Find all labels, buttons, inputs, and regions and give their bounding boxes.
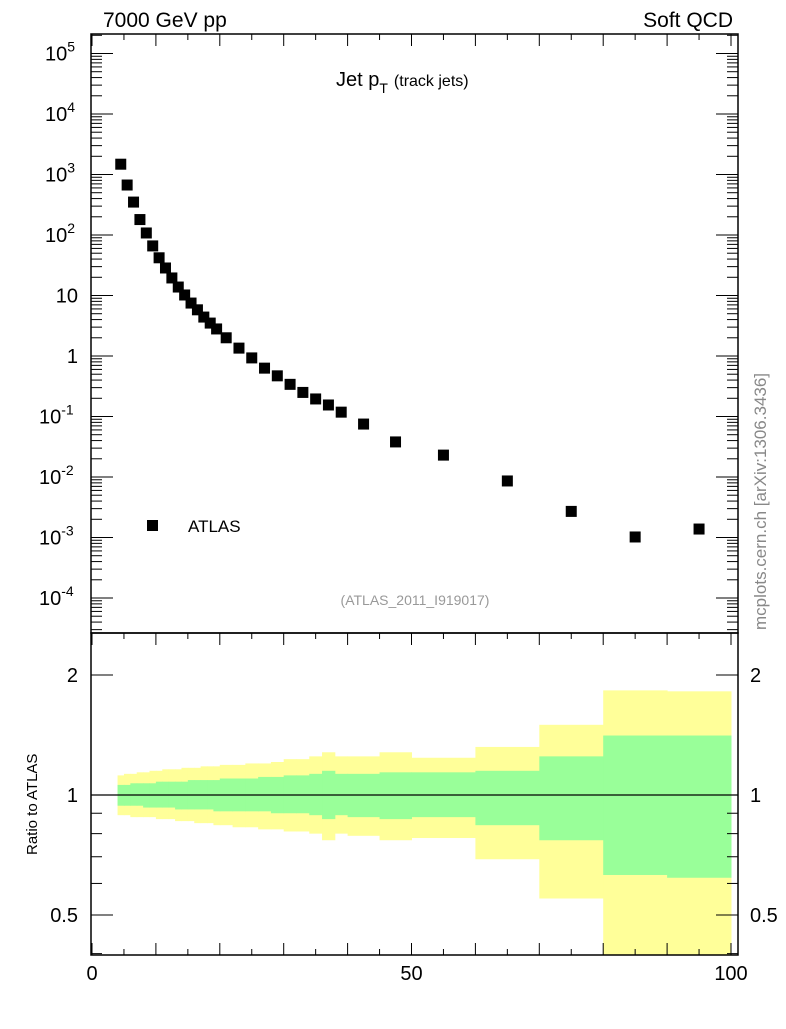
ratio-y-tick-label-right: 0.5 (750, 905, 778, 927)
data-point (246, 352, 258, 364)
green-band-bin (667, 735, 732, 878)
data-point (335, 406, 347, 418)
ratio-ylabel: Ratio to ATLAS (24, 754, 41, 855)
analysis-label: (ATLAS_2011_I919017) (341, 592, 490, 608)
ratio-y-tick-label: 1 (67, 785, 78, 807)
y-tick-label: 105 (45, 39, 75, 66)
data-point (172, 281, 184, 293)
data-point (233, 342, 245, 354)
data-points (115, 158, 705, 543)
y-tick-label: 10 (56, 286, 78, 308)
ratio-y-tick-label: 2 (67, 665, 78, 687)
data-point (204, 317, 216, 329)
data-point (310, 393, 322, 405)
data-point (271, 370, 283, 382)
data-point (121, 179, 133, 191)
green-band-bin (379, 772, 412, 820)
data-point (220, 332, 232, 344)
ratio-y-tick-label-right: 1 (750, 785, 761, 807)
ratio-bands (91, 690, 738, 955)
y-tick-label: 102 (45, 220, 75, 247)
title-extra: (track jets) (394, 73, 469, 90)
data-point (693, 523, 705, 535)
green-band-bin (296, 775, 310, 814)
green-band-bin (258, 776, 272, 812)
data-point (198, 311, 210, 323)
data-point (185, 297, 197, 309)
data-point (159, 262, 171, 274)
plot-title: Jet pT (track jets) (336, 69, 469, 96)
title-sub: T (379, 80, 388, 96)
top-frame (90, 33, 739, 634)
data-point (128, 196, 140, 208)
data-point (134, 214, 146, 226)
axis-ticks (91, 34, 738, 955)
ratio-y-tick-label-right: 2 (750, 665, 761, 687)
side-label: mcplots.cern.ch [arXiv:1306.3436] (751, 373, 770, 630)
y-tick-label: 10-3 (39, 523, 74, 550)
header-left: 7000 GeV pp (103, 9, 227, 32)
data-point (501, 475, 513, 487)
data-point (358, 418, 370, 430)
legend-label: ATLAS (188, 517, 241, 536)
data-point (322, 399, 334, 411)
y-tick-label: 1 (67, 346, 78, 368)
data-point (166, 272, 178, 284)
header-right: Soft QCD (643, 9, 733, 32)
x-tick-label: 0 (86, 963, 97, 985)
data-point (179, 289, 191, 301)
data-point (437, 449, 449, 461)
y-tick-label: 103 (45, 160, 75, 187)
data-point (297, 386, 309, 398)
data-point (191, 304, 203, 316)
data-point (115, 158, 127, 170)
ratio-y-tick-label: 0.5 (50, 905, 78, 927)
green-band-bin (213, 780, 221, 812)
data-point (565, 505, 577, 517)
data-point (390, 436, 402, 448)
y-tick-label: 10-2 (39, 462, 74, 489)
y-tick-label: 10-1 (39, 402, 74, 429)
green-band-bin (475, 770, 540, 826)
y-tick-label: 10-4 (39, 583, 74, 610)
data-point (211, 323, 223, 335)
y-tick-label: 104 (45, 99, 75, 126)
data-point (140, 227, 152, 239)
title-main: Jet p (336, 69, 379, 91)
x-tick-label: 100 (714, 963, 747, 985)
legend-marker (147, 520, 158, 531)
data-point (284, 378, 296, 390)
green-band-bin (603, 735, 668, 875)
data-point (153, 252, 165, 264)
green-band-bin (283, 775, 297, 814)
data-point (259, 362, 271, 374)
green-band-bin (539, 756, 604, 841)
x-tick-label: 50 (400, 963, 422, 985)
ratio-frame (90, 632, 739, 956)
data-point (147, 240, 159, 252)
data-point (629, 531, 641, 543)
